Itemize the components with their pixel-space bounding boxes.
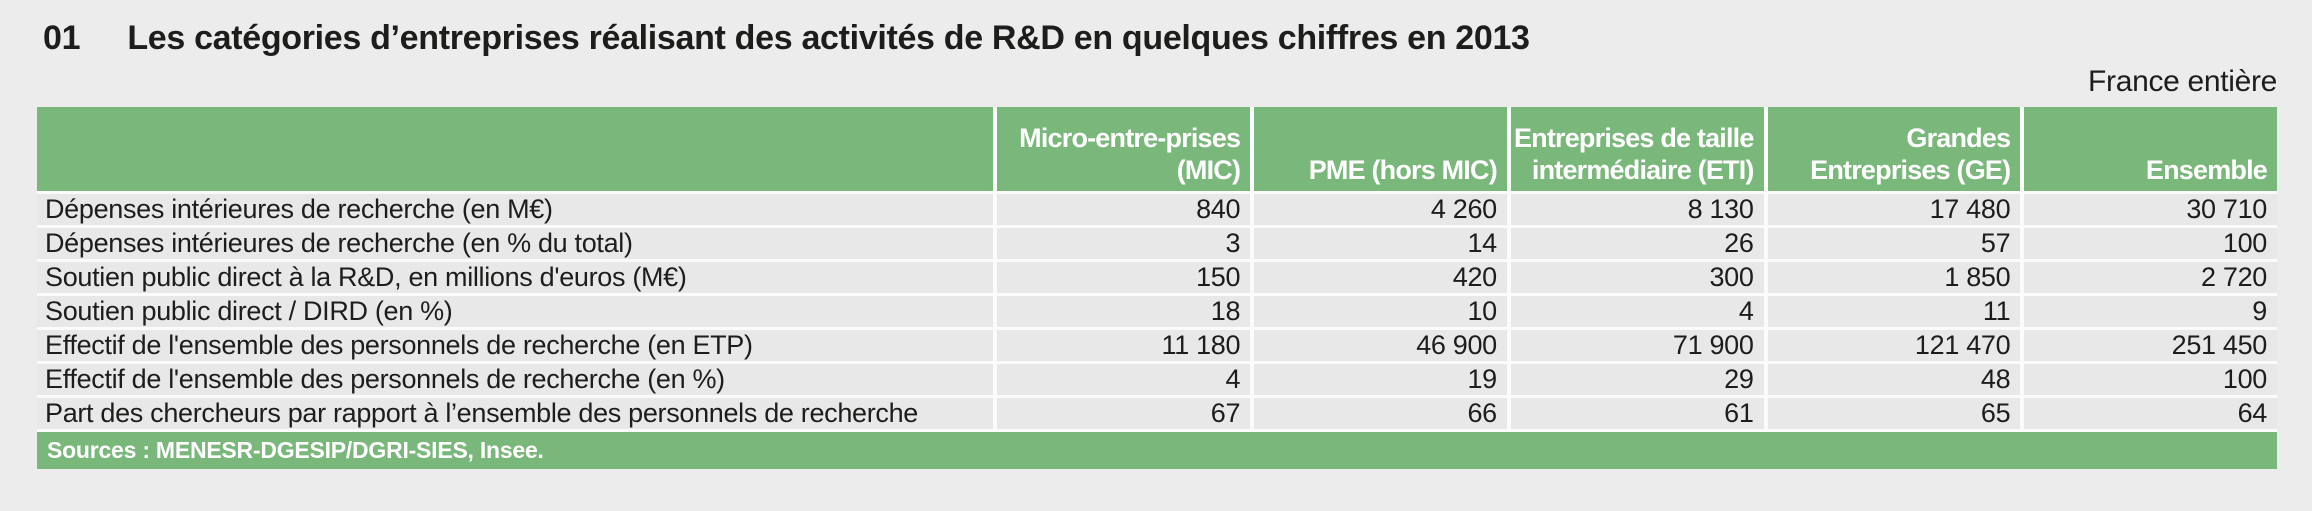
column-header-eti: Entreprises de taille intermédiaire (ETI… (1506, 107, 1764, 191)
table-row: Soutien public direct / DIRD (en %) 18 1… (37, 293, 2277, 327)
value-cell: 4 260 (1250, 194, 1507, 225)
region-note: France entière (2088, 65, 2277, 98)
value-cell: 420 (1250, 262, 1507, 293)
value-cell: 2 720 (2020, 262, 2277, 293)
row-label-cell: Effectif de l'ensemble des personnels de… (37, 330, 994, 361)
value-cell: 64 (2020, 398, 2277, 429)
value-cell: 17 480 (1763, 194, 2021, 225)
table-row: Dépenses intérieures de recherche (en % … (37, 225, 2277, 259)
value-cell: 121 470 (1763, 330, 2021, 361)
column-header-mic: Micro-entre-prises (MIC) (993, 107, 1251, 191)
value-cell: 61 (1506, 398, 1764, 429)
value-cell: 11 (1763, 296, 2021, 327)
value-cell: 14 (1250, 228, 1507, 259)
table-row: Effectif de l'ensemble des personnels de… (37, 327, 2277, 361)
value-cell: 30 710 (2020, 194, 2277, 225)
figure-title: Les catégories d’entreprises réalisant d… (127, 19, 1530, 57)
value-cell: 150 (993, 262, 1251, 293)
value-cell: 4 (1506, 296, 1764, 327)
value-cell: 100 (2020, 228, 2277, 259)
value-cell: 48 (1763, 364, 2021, 395)
row-label-cell: Soutien public direct à la R&D, en milli… (37, 262, 994, 293)
column-header-pme: PME (hors MIC) (1250, 107, 1507, 191)
value-cell: 11 180 (993, 330, 1251, 361)
value-cell: 9 (2020, 296, 2277, 327)
value-cell: 71 900 (1506, 330, 1764, 361)
value-cell: 26 (1506, 228, 1764, 259)
row-label-cell: Part des chercheurs par rapport à l’ense… (37, 398, 994, 429)
data-table: Micro-entre-prises (MIC) PME (hors MIC) … (37, 107, 2277, 469)
source-text: Sources : MENESR-DGESIP/DGRI-SIES, Insee… (47, 437, 544, 463)
row-label-cell: Dépenses intérieures de recherche (en M€… (37, 194, 994, 225)
figure-number: 01 (43, 19, 81, 57)
value-cell: 300 (1506, 262, 1764, 293)
value-cell: 66 (1250, 398, 1507, 429)
row-label-cell: Effectif de l'ensemble des personnels de… (37, 364, 994, 395)
source-bar: Sources : MENESR-DGESIP/DGRI-SIES, Insee… (37, 429, 2277, 469)
value-cell: 4 (993, 364, 1251, 395)
row-label-cell: Soutien public direct / DIRD (en %) (37, 296, 994, 327)
value-cell: 1 850 (1763, 262, 2021, 293)
value-cell: 251 450 (2020, 330, 2277, 361)
column-header-ge: Grandes Entreprises (GE) (1763, 107, 2021, 191)
value-cell: 100 (2020, 364, 2277, 395)
column-header-ensemble: Ensemble (2020, 107, 2277, 191)
table-row: Soutien public direct à la R&D, en milli… (37, 259, 2277, 293)
value-cell: 29 (1506, 364, 1764, 395)
header-empty-cell (37, 107, 994, 191)
value-cell: 840 (993, 194, 1251, 225)
table-row: Dépenses intérieures de recherche (en M€… (37, 191, 2277, 225)
figure-title-row: 01 Les catégories d’entreprises réalisan… (43, 18, 2277, 58)
value-cell: 57 (1763, 228, 2021, 259)
table-row: Effectif de l'ensemble des personnels de… (37, 361, 2277, 395)
value-cell: 18 (993, 296, 1251, 327)
table-header-row: Micro-entre-prises (MIC) PME (hors MIC) … (37, 107, 2277, 191)
value-cell: 19 (1250, 364, 1507, 395)
value-cell: 67 (993, 398, 1251, 429)
row-label-cell: Dépenses intérieures de recherche (en % … (37, 228, 994, 259)
value-cell: 65 (1763, 398, 2021, 429)
value-cell: 10 (1250, 296, 1507, 327)
value-cell: 3 (993, 228, 1251, 259)
value-cell: 8 130 (1506, 194, 1764, 225)
value-cell: 46 900 (1250, 330, 1507, 361)
table-row: Part des chercheurs par rapport à l’ense… (37, 395, 2277, 429)
